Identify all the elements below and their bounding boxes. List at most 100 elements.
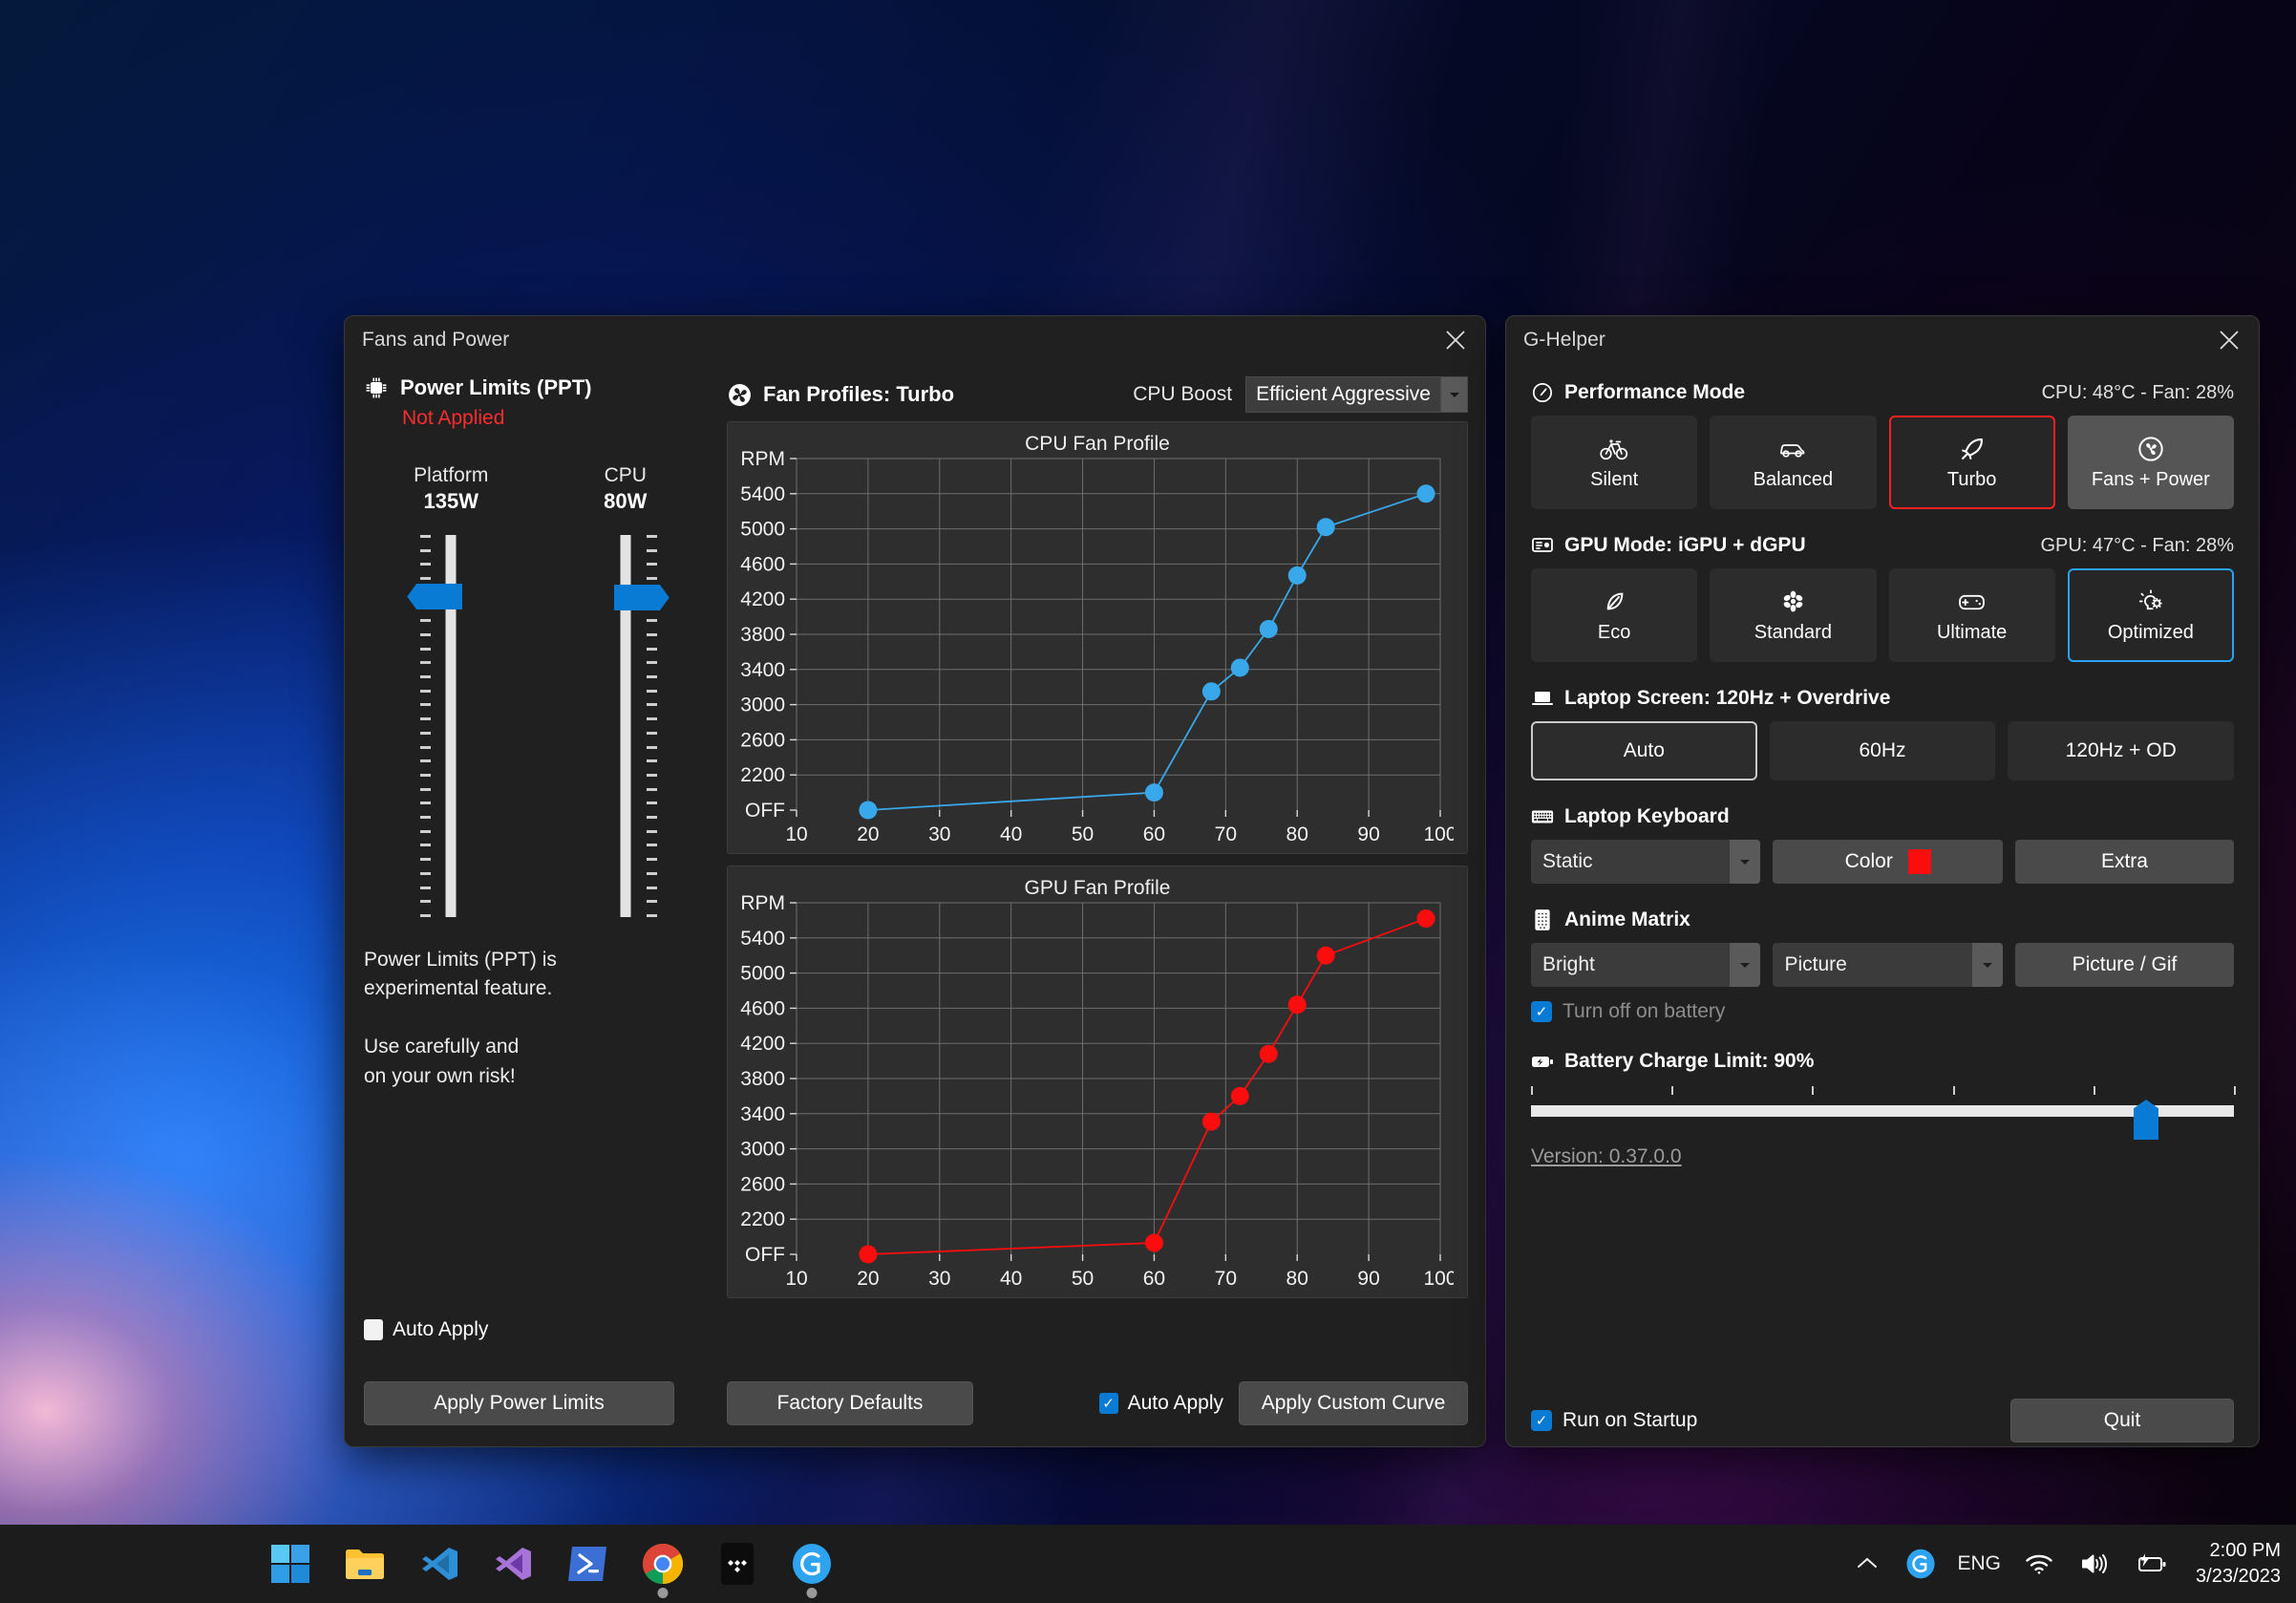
cpu-power-slider[interactable]: [539, 535, 713, 917]
visual-studio-icon[interactable]: [491, 1541, 537, 1587]
cpu-fan-profile-chart[interactable]: CPU Fan Profile 10 20 30 40 50 60 70 80 90 100 OFF…: [727, 421, 1468, 854]
svg-text:100: 100: [1423, 1268, 1454, 1290]
file-explorer-icon[interactable]: [342, 1541, 388, 1587]
curve-auto-apply-box[interactable]: [1098, 1393, 1118, 1414]
chevron-down-icon[interactable]: [1730, 840, 1761, 884]
platform-slider-thumb[interactable]: [407, 584, 463, 609]
gpu-mode-header: GPU Mode: iGPU + dGPU GPU: 47°C - Fan: 2…: [1531, 534, 2234, 557]
battery-charge-slider[interactable]: [1531, 1086, 2236, 1140]
svg-text:90: 90: [1357, 823, 1379, 845]
factory-defaults-button[interactable]: Factory Defaults: [727, 1381, 973, 1425]
svg-text:80: 80: [1286, 823, 1308, 845]
g-helper-icon[interactable]: [789, 1541, 835, 1598]
cpu-boost-control: CPU Boost Efficient Aggressive: [1133, 376, 1468, 413]
screen-option-60hz[interactable]: 60Hz: [1769, 721, 1996, 780]
slider-tick: [646, 632, 657, 636]
performance-tile-fans-power[interactable]: Fans + Power: [2067, 416, 2234, 509]
gpu-tile-optimized[interactable]: Optimized: [2067, 568, 2234, 662]
cpu-boost-dropdown[interactable]: Efficient Aggressive: [1245, 376, 1468, 413]
screen-option-120hz-od[interactable]: 120Hz + OD: [2008, 721, 2235, 780]
gpu-chart-title: GPU Fan Profile: [1024, 877, 1171, 899]
anime-battery-label: Turn off on battery: [1563, 1000, 1726, 1022]
svg-text:2600: 2600: [740, 729, 785, 751]
slider-tick: [646, 717, 657, 721]
slider-tick: [420, 535, 432, 538]
close-icon[interactable]: [2200, 316, 2259, 364]
anime-brightness-dropdown[interactable]: Bright: [1531, 943, 1761, 987]
gpu-tile-standard[interactable]: Standard: [1710, 568, 1877, 662]
gpu-tile-eco[interactable]: Eco: [1531, 568, 1698, 662]
clock[interactable]: 2:00 PM 3/23/2023: [2196, 1538, 2281, 1590]
keyboard-mode-dropdown[interactable]: Static: [1531, 840, 1761, 884]
svg-text:10: 10: [785, 823, 807, 845]
laptop-keyboard-section: Laptop Keyboard Static Color Extra: [1531, 805, 2234, 884]
svg-text:70: 70: [1215, 1268, 1237, 1290]
performance-tile-label: Balanced: [1753, 468, 1834, 490]
slider-tick: [646, 886, 657, 889]
slider-tick: [420, 829, 432, 833]
anime-battery-check-box[interactable]: [1531, 1001, 1552, 1022]
svg-text:50: 50: [1072, 1268, 1094, 1290]
vscode-icon[interactable]: [416, 1541, 462, 1587]
clock-time: 2:00 PM: [2209, 1540, 2281, 1561]
battery-slider-thumb[interactable]: [2134, 1100, 2158, 1140]
anime-picture-gif-button[interactable]: Picture / Gif: [2014, 943, 2234, 987]
platform-slider-track: [445, 535, 457, 917]
cpu-chart-plot[interactable]: 10 20 30 40 50 60 70 80 90 100 OFF 2200 2600 3000 3400…: [728, 451, 1467, 853]
start-button[interactable]: [267, 1541, 313, 1587]
screen-option-auto[interactable]: Auto: [1531, 721, 1757, 780]
slider-tick: [646, 773, 657, 777]
cpu-slider-thumb[interactable]: [613, 585, 670, 610]
gpu-tile-label: Ultimate: [1936, 621, 2008, 643]
ppt-auto-apply-box[interactable]: [364, 1319, 383, 1340]
anime-content-dropdown[interactable]: Picture: [1773, 943, 2003, 987]
g-helper-tray-icon[interactable]: [1904, 1548, 1937, 1580]
gpu-chart-plot[interactable]: 10 20 30 40 50 60 70 80 90 100 OFF 2200 2600 3000 3400…: [728, 895, 1467, 1297]
chevron-down-icon[interactable]: [1730, 943, 1761, 987]
keyboard-color-button[interactable]: Color: [1773, 840, 2003, 884]
svg-text:70: 70: [1215, 823, 1237, 845]
chevron-down-icon[interactable]: [1971, 943, 2003, 987]
powershell-icon[interactable]: [565, 1541, 611, 1587]
slider-tick: [646, 829, 657, 833]
anime-brightness-value: Bright: [1542, 953, 1595, 975]
performance-mode-tiles: Silent Balanced: [1531, 416, 2234, 509]
performance-tile-silent[interactable]: Silent: [1531, 416, 1698, 509]
anime-battery-checkbox[interactable]: Turn off on battery: [1531, 1000, 2234, 1023]
svg-text:5000: 5000: [740, 963, 785, 985]
leaf-icon: [1602, 588, 1627, 616]
slider-tick: [646, 759, 657, 763]
chevron-down-icon[interactable]: [1440, 377, 1467, 412]
version-link[interactable]: Version: 0.37.0.0: [1531, 1145, 1682, 1167]
language-indicator[interactable]: ENG: [1957, 1552, 2002, 1574]
keyboard-extra-button[interactable]: Extra: [2014, 840, 2234, 884]
gamepad-icon: [1958, 588, 1986, 616]
gpu-tile-ultimate[interactable]: Ultimate: [1888, 568, 2055, 662]
slider-tick: [646, 703, 657, 707]
svg-text:20: 20: [857, 1268, 879, 1290]
apply-custom-curve-button[interactable]: Apply Custom Curve: [1239, 1381, 1468, 1425]
run-on-startup-checkbox[interactable]: Run on Startup: [1531, 1409, 1697, 1432]
curve-auto-apply-checkbox[interactable]: Auto Apply: [1098, 1392, 1223, 1415]
slider-tick: [646, 619, 657, 623]
performance-tile-turbo[interactable]: Turbo: [1888, 416, 2055, 509]
run-on-startup-check-box[interactable]: [1531, 1410, 1552, 1431]
svg-text:90: 90: [1357, 1268, 1379, 1290]
platform-power-slider[interactable]: [364, 535, 539, 917]
battery-charging-icon[interactable]: [2133, 1549, 2169, 1579]
chrome-icon[interactable]: [640, 1541, 686, 1598]
speaker-icon[interactable]: [2077, 1549, 2112, 1579]
ppt-auto-apply-checkbox[interactable]: Auto Apply: [364, 1318, 488, 1341]
close-icon[interactable]: [1426, 316, 1485, 364]
tidal-icon[interactable]: [714, 1541, 760, 1587]
svg-text:2200: 2200: [740, 764, 785, 786]
wifi-icon[interactable]: [2022, 1549, 2056, 1579]
chevron-up-icon[interactable]: [1851, 1548, 1883, 1580]
quit-button[interactable]: Quit: [2010, 1399, 2234, 1443]
anime-content-value: Picture: [1784, 953, 1847, 975]
svg-text:80: 80: [1286, 1268, 1308, 1290]
gpu-fan-profile-chart[interactable]: GPU Fan Profile 10 20 30 40 50 60 70 80 90 100 OFF…: [727, 866, 1468, 1298]
apply-power-limits-button[interactable]: Apply Power Limits: [364, 1381, 674, 1425]
keyboard-color-swatch[interactable]: [1907, 849, 1931, 874]
performance-tile-balanced[interactable]: Balanced: [1710, 416, 1877, 509]
